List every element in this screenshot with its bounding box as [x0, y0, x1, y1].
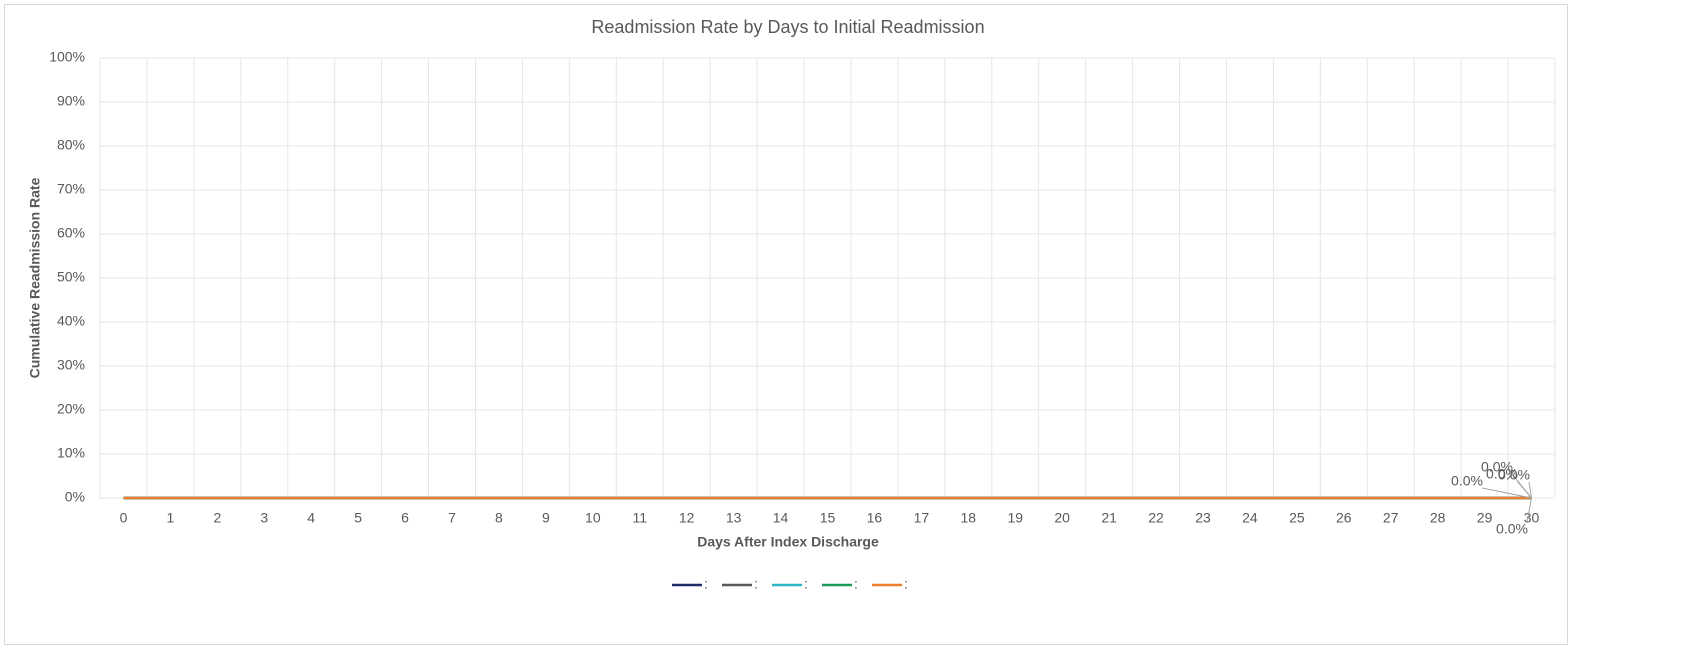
x-tick-label: 7	[448, 510, 456, 526]
x-tick-label: 22	[1148, 510, 1164, 526]
x-tick-label: 19	[1007, 510, 1023, 526]
data-label: 0.0%	[1486, 466, 1518, 482]
x-tick-label: 10	[585, 510, 601, 526]
x-tick-label: 4	[307, 510, 315, 526]
y-tick-label: 90%	[57, 93, 85, 109]
x-tick-label: 28	[1430, 510, 1446, 526]
x-tick-label: 12	[679, 510, 695, 526]
leader-line	[1528, 481, 1533, 499]
x-tick-label: 8	[495, 510, 503, 526]
x-tick-label: 17	[914, 510, 930, 526]
x-tick-label: 25	[1289, 510, 1305, 526]
data-label: 0.0%	[1498, 467, 1530, 483]
y-tick-label: 50%	[57, 269, 85, 285]
y-tick-label: 100%	[49, 49, 85, 65]
x-tick-label: 6	[401, 510, 409, 526]
y-tick-label: 70%	[57, 181, 85, 197]
legend-label: :	[854, 576, 858, 592]
data-label: 0.0%	[1451, 473, 1483, 489]
x-tick-label: 18	[961, 510, 977, 526]
x-tick-label: 3	[260, 510, 268, 526]
x-tick-label: 24	[1242, 510, 1258, 526]
y-tick-label: 30%	[57, 357, 85, 373]
y-tick-label: 10%	[57, 445, 85, 461]
x-tick-label: 13	[726, 510, 742, 526]
x-tick-label: 9	[542, 510, 550, 526]
x-tick-label: 11	[632, 510, 647, 526]
y-tick-label: 80%	[57, 137, 85, 153]
legend-label: :	[804, 576, 808, 592]
x-axis-title: Days After Index Discharge	[697, 534, 879, 550]
x-tick-label: 27	[1383, 510, 1399, 526]
y-tick-label: 0%	[65, 489, 85, 505]
x-tick-label: 16	[867, 510, 883, 526]
x-tick-label: 29	[1477, 510, 1493, 526]
data-label: 0.0%	[1481, 459, 1513, 475]
leader-line	[1526, 497, 1533, 523]
x-tick-label: 2	[213, 510, 221, 526]
x-tick-label: 26	[1336, 510, 1352, 526]
y-tick-label: 60%	[57, 225, 85, 241]
x-tick-label: 5	[354, 510, 362, 526]
x-tick-label: 1	[167, 510, 175, 526]
x-tick-label: 21	[1101, 510, 1117, 526]
leader-line	[1516, 480, 1532, 499]
x-tick-label: 15	[820, 510, 836, 526]
chart-title: Readmission Rate by Days to Initial Read…	[591, 17, 984, 37]
legend-label: :	[704, 576, 708, 592]
data-label: 0.0%	[1496, 521, 1528, 537]
x-tick-label: 20	[1054, 510, 1070, 526]
y-tick-label: 20%	[57, 401, 85, 417]
chart-border	[4, 4, 1568, 645]
legend-label: :	[754, 576, 758, 592]
x-tick-label: 0	[120, 510, 128, 526]
y-tick-label: 40%	[57, 313, 85, 329]
x-tick-label: 14	[773, 510, 789, 526]
x-tick-label: 23	[1195, 510, 1211, 526]
x-tick-label: 30	[1524, 510, 1540, 526]
leader-line	[1481, 487, 1532, 499]
y-axis-title: Cumulative Readmission Rate	[27, 177, 43, 378]
legend-label: :	[904, 576, 908, 592]
